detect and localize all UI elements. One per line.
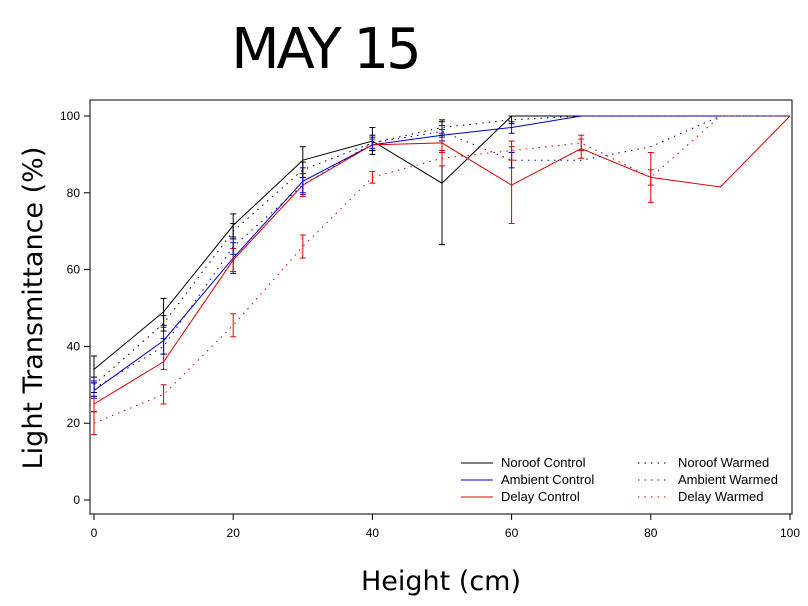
y-tick-label: 100 bbox=[60, 109, 80, 123]
legend-label: Noroof Warmed bbox=[678, 455, 769, 470]
legend-label: Delay Warmed bbox=[678, 489, 763, 504]
y-tick-label: 0 bbox=[73, 493, 80, 507]
series-group bbox=[91, 115, 791, 413]
y-tick-label: 60 bbox=[67, 263, 81, 277]
chart-title: MAY 15 bbox=[231, 17, 419, 82]
x-tick-label: 100 bbox=[780, 526, 800, 540]
y-axis-label: Light Transmittance (%) bbox=[18, 147, 49, 470]
legend-label: Noroof Control bbox=[501, 455, 586, 470]
y-tick-label: 20 bbox=[67, 416, 81, 430]
y-tick-label: 40 bbox=[67, 339, 81, 353]
legend: Noroof Control Ambient Control Delay Contr… bbox=[461, 455, 778, 504]
plot-frame bbox=[89, 99, 793, 515]
x-tick-label: 0 bbox=[91, 526, 98, 540]
legend-label: Delay Control bbox=[501, 489, 580, 504]
series-line bbox=[93, 115, 790, 390]
x-tick-label: 20 bbox=[227, 526, 241, 540]
x-axis-label: Height (cm) bbox=[361, 566, 521, 597]
x-tick-label: 60 bbox=[505, 526, 519, 540]
series-group bbox=[91, 115, 790, 393]
legend-label: Ambient Warmed bbox=[678, 472, 778, 487]
y-axis-ticks: 0 20 40 60 80 100 bbox=[60, 109, 90, 507]
series-group bbox=[91, 115, 790, 384]
series-layer bbox=[91, 115, 791, 436]
series-group bbox=[91, 115, 790, 399]
x-tick-label: 80 bbox=[644, 526, 658, 540]
x-tick-label: 40 bbox=[366, 526, 380, 540]
series-line bbox=[93, 115, 790, 386]
series-group bbox=[91, 115, 790, 436]
series-group bbox=[91, 115, 790, 397]
x-axis-ticks: 0 20 40 60 80 100 bbox=[91, 514, 800, 540]
legend-label: Ambient Control bbox=[501, 472, 594, 487]
y-tick-label: 80 bbox=[67, 186, 81, 200]
